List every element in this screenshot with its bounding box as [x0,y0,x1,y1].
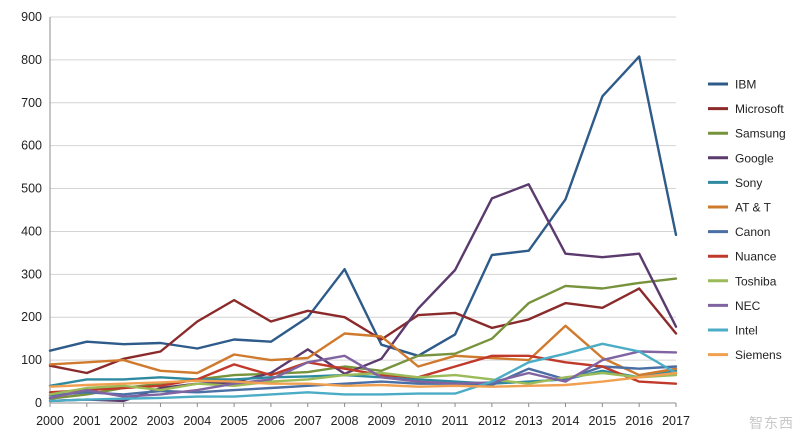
legend-label: Sony [735,176,762,190]
gridlines [50,16,676,361]
x-tick-label: 2015 [588,414,616,428]
series-lines [48,55,678,403]
legend-label: NEC [735,299,761,313]
x-tick-label: 2012 [478,414,506,428]
series-line-ibm [48,55,678,357]
y-tick-label: 700 [21,96,42,110]
y-tick-label: 400 [21,224,42,238]
y-tick-label: 500 [21,182,42,196]
x-tick-labels: 2000 2001 2002 2003 2004 2005 2006 2007 2008 2009… [36,414,690,428]
x-tick-label: 2014 [552,414,580,428]
legend-label: Siemens [735,348,782,362]
axes [49,17,677,407]
x-tick-label: 2013 [515,414,543,428]
y-tick-label: 100 [21,353,42,367]
series-line-nec [48,350,678,400]
x-tick-label: 2008 [331,414,359,428]
x-tick-label: 2011 [442,414,469,428]
legend-label: IBM [735,78,756,92]
y-tick-label: 600 [21,139,42,153]
legend-label: Toshiba [735,274,777,288]
x-tick-label: 2003 [147,414,175,428]
x-tick-label: 2016 [625,414,653,428]
y-tick-label: 900 [21,10,42,24]
y-tick-label: 300 [21,267,42,281]
legend-label: Intel [735,324,758,338]
legend-label: Canon [735,225,770,239]
y-tick-label: 200 [21,310,42,324]
watermark: 智东西 [749,415,794,431]
legend: IBM Microsoft Samsung Google Sony AT & T Canon… [708,78,786,362]
x-tick-label: 2000 [36,414,64,428]
x-tick-label: 2001 [73,414,101,428]
legend-label: AT & T [735,201,772,215]
series-line-at-t [48,324,678,377]
series-line-toshiba [48,371,678,396]
x-tick-label: 2002 [110,414,138,428]
x-tick-label: 2010 [404,414,432,428]
y-tick-label: 800 [21,53,42,67]
x-tick-label: 2004 [183,414,211,428]
x-tick-label: 2017 [662,414,690,428]
y-tick-label: 0 [35,396,42,410]
legend-label: Samsung [735,127,786,141]
y-tick-labels: 0 100 200 300 400 500 600 700 800 900 [21,10,42,410]
series-line-intel [48,342,678,403]
series-line-siemens [48,371,678,388]
series-line-nuance [48,354,678,394]
x-tick-label: 2009 [368,414,396,428]
legend-label: Nuance [735,250,777,264]
legend-label: Google [735,151,774,165]
x-tick-label: 2006 [257,414,285,428]
x-tick-label: 2005 [220,414,248,428]
legend-label: Microsoft [735,102,784,116]
x-tick-label: 2007 [294,414,322,428]
series-line-microsoft [48,287,678,375]
series-line-samsung [48,277,678,400]
